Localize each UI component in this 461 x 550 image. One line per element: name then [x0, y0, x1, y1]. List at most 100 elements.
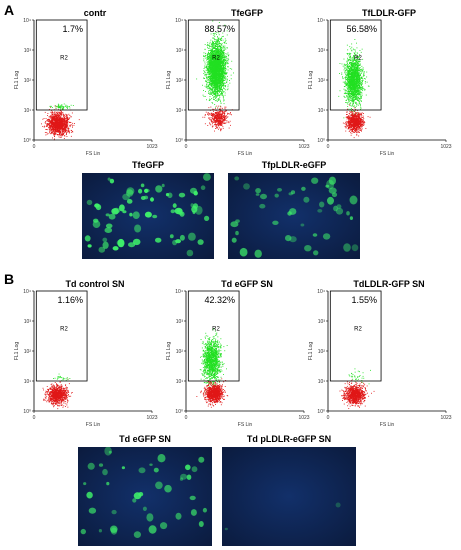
y-tick-label: 10¹: [176, 108, 184, 114]
x-tick-label: 1023: [298, 144, 309, 150]
micrograph-tfpldlr-egfp: [228, 173, 360, 259]
y-tick-label: 10¹: [24, 379, 32, 385]
y-tick-label: 10³: [24, 48, 32, 54]
y-axis-label: FL1 Log: [166, 71, 172, 90]
gate-label: R2: [354, 56, 362, 62]
x-axis-label: FS Lin: [380, 151, 395, 157]
x-tick-label: 0: [185, 144, 188, 150]
fluorescence-image: [222, 447, 356, 546]
gate-r2: [35, 290, 88, 382]
y-axis-label: FL1 Log: [166, 342, 172, 361]
y-axis-label: FL1 Log: [14, 71, 20, 90]
x-axis-label: FS Lin: [86, 151, 101, 157]
flow-plot-td-control-sn: Td control SN 10⁰ 10¹ 10² 10³ 10⁴ 0 1023 FS Lin…: [12, 279, 162, 434]
y-tick-label: 10⁰: [23, 409, 31, 415]
y-tick-label: 10⁴: [317, 18, 325, 24]
micrograph-title: TfeGFP: [131, 160, 164, 170]
gate-label: R2: [354, 327, 362, 333]
y-tick-label: 10²: [318, 78, 326, 84]
micrograph-background: [228, 173, 360, 259]
y-tick-label: 10⁰: [23, 138, 31, 144]
gate-r2: [187, 290, 240, 382]
x-tick-label: 0: [185, 415, 188, 421]
micrograph-td-pldlr-egfp-sn: [222, 447, 356, 546]
x-axis-label: FS Lin: [380, 422, 395, 428]
plot-title: Td control SN: [65, 279, 125, 289]
plot-title: TfeGFP: [230, 8, 263, 18]
flow-plot-tfldlr-gfp: TfLDLR-GFP 10⁰ 10¹ 10² 10³ 10⁴ 0 1023 FS Lin FL1…: [306, 8, 456, 163]
x-axis-label: FS Lin: [238, 422, 253, 428]
x-tick-label: 0: [327, 415, 330, 421]
x-tick-label: 0: [327, 144, 330, 150]
event-dots: [196, 20, 234, 132]
y-tick-label: 10²: [318, 349, 326, 355]
gate-r2: [187, 19, 240, 111]
y-tick-label: 10³: [24, 319, 32, 325]
micrograph-td-egfp-sn: [78, 447, 212, 546]
x-axis-label: FS Lin: [238, 151, 253, 157]
y-tick-label: 10⁰: [175, 409, 183, 415]
dot-plot: 10⁰ 10¹ 10² 10³ 10⁴ 0 1023 FS Lin FL1 Log R2 1.55%: [308, 289, 452, 428]
dot-plot: 10⁰ 10¹ 10² 10³ 10⁴ 0 1023 FS Lin FL1 Log R2 56.58…: [308, 18, 452, 157]
gate-r2: [329, 290, 382, 382]
y-tick-label: 10¹: [318, 379, 326, 385]
gate-label: R2: [60, 56, 68, 62]
gate-percent: 42.32%: [205, 295, 236, 305]
gate-percent: 1.7%: [63, 24, 84, 34]
y-tick-label: 10¹: [318, 108, 326, 114]
event-dots: [42, 373, 73, 410]
y-axis-label: FL1 Log: [14, 342, 20, 361]
flow-plot-contr: contr 10⁰ 10¹ 10² 10³ 10⁴ 0 1023 FS Lin FL1 Log R…: [12, 8, 162, 163]
event-dots: [339, 368, 375, 409]
plot-title: TdLDLR-GFP SN: [353, 279, 425, 289]
y-tick-label: 10⁰: [175, 138, 183, 144]
y-tick-label: 10⁴: [317, 289, 325, 295]
fluorescent-cells: [230, 176, 359, 258]
dot-plot: 10⁰ 10¹ 10² 10³ 10⁴ 0 1023 FS Lin FL1 Log R2 42.32…: [166, 289, 310, 428]
panel-label-b: B: [4, 271, 15, 287]
y-tick-label: 10⁴: [23, 18, 31, 24]
fluorescence-image: [82, 173, 214, 259]
x-tick-label: 1023: [298, 415, 309, 421]
x-axis-label: FS Lin: [86, 422, 101, 428]
y-axis-label: FL1 Log: [308, 342, 314, 361]
gate-label: R2: [212, 56, 220, 62]
micrograph-title: Td eGFP SN: [119, 434, 171, 444]
gate-label: R2: [60, 327, 68, 333]
y-tick-label: 10⁴: [175, 18, 183, 24]
y-tick-label: 10⁰: [317, 409, 325, 415]
dot-plot: 10⁰ 10¹ 10² 10³ 10⁴ 0 1023 FS Lin FL1 Log R2 88.57…: [166, 18, 310, 157]
dot-plot: 10⁰ 10¹ 10² 10³ 10⁴ 0 1023 FS Lin FL1 Log R2 1.7%: [14, 18, 158, 157]
fluorescent-cells: [80, 447, 207, 538]
gate-label: R2: [212, 327, 220, 333]
plot-title: TfLDLR-GFP: [362, 8, 416, 18]
plot-title: Td eGFP SN: [221, 279, 273, 289]
y-tick-label: 10²: [24, 349, 32, 355]
x-tick-label: 0: [33, 415, 36, 421]
micrograph-tfegfp: [82, 173, 214, 259]
y-tick-label: 10²: [24, 78, 32, 84]
panel-label-a: A: [4, 2, 15, 18]
y-tick-label: 10¹: [24, 108, 32, 114]
flow-plot-tdldlr-gfp-sn: TdLDLR-GFP SN 10⁰ 10¹ 10² 10³ 10⁴ 0 1023 FS Lin…: [306, 279, 456, 434]
fluorescent-cells: [224, 502, 341, 531]
gate-percent: 88.57%: [205, 24, 236, 34]
gate-r2: [329, 19, 382, 111]
y-tick-label: 10⁴: [23, 289, 31, 295]
gate-percent: 1.55%: [352, 295, 378, 305]
flow-plot-tfegfp: TfeGFP 10⁰ 10¹ 10² 10³ 10⁴ 0 1023 FS Lin FL1 Log…: [164, 8, 314, 163]
x-tick-label: 1023: [146, 144, 157, 150]
x-tick-label: 1023: [440, 415, 451, 421]
y-tick-label: 10³: [176, 48, 184, 54]
micrograph-background: [222, 447, 356, 546]
y-tick-label: 10⁴: [175, 289, 183, 295]
plot-title: contr: [83, 8, 107, 18]
y-axis-label: FL1 Log: [308, 71, 314, 90]
y-tick-label: 10³: [318, 48, 326, 54]
dot-plot: 10⁰ 10¹ 10² 10³ 10⁴ 0 1023 FS Lin FL1 Log R2 1.16%: [14, 289, 158, 428]
x-tick-label: 1023: [440, 144, 451, 150]
x-tick-label: 1023: [146, 415, 157, 421]
y-tick-label: 10³: [176, 319, 184, 325]
y-tick-label: 10⁰: [317, 138, 325, 144]
event-dots: [196, 328, 229, 408]
